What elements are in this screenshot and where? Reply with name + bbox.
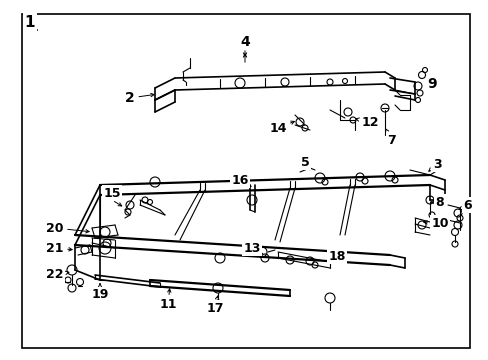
Text: 22: 22 [46, 269, 69, 282]
Text: 21: 21 [46, 242, 72, 255]
Text: 16: 16 [231, 174, 250, 186]
Text: 2: 2 [125, 91, 154, 105]
Text: 11: 11 [159, 289, 176, 311]
Text: 6: 6 [458, 198, 471, 212]
Text: 10: 10 [423, 216, 448, 230]
Text: 13: 13 [243, 242, 262, 255]
Text: 1: 1 [25, 14, 35, 30]
Text: 3: 3 [428, 158, 440, 171]
Text: 9: 9 [427, 77, 436, 91]
Text: 14: 14 [269, 121, 294, 135]
Text: 7: 7 [385, 129, 396, 147]
Text: 8: 8 [430, 195, 444, 208]
Text: 12: 12 [355, 116, 378, 129]
Text: 19: 19 [91, 284, 108, 302]
Text: 1: 1 [28, 20, 38, 34]
Text: 5: 5 [300, 156, 309, 170]
Text: 17: 17 [206, 296, 224, 315]
Text: 4: 4 [240, 35, 249, 49]
Text: 15: 15 [103, 186, 121, 199]
Text: 20: 20 [46, 221, 89, 234]
Text: 18: 18 [327, 249, 345, 262]
